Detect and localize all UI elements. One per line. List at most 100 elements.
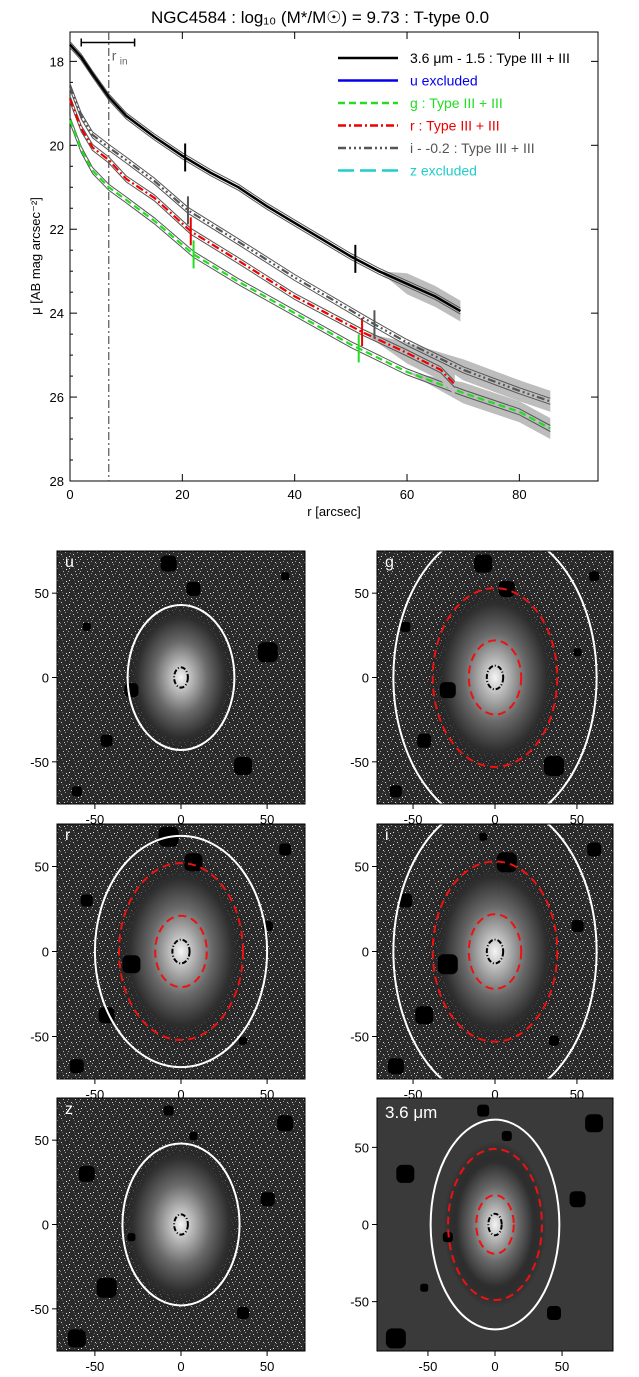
- image-panel-g: g -50 0 50 50 0 -50: [350, 550, 614, 827]
- image-panels: u -50 0 50 50 0 -50 g -50 0 50 50 0 -50 r -50 0 50 50 0 -50 i…: [30, 550, 614, 1374]
- panel-y-tick-label: 0: [362, 945, 369, 960]
- panel-y-tick-label: 0: [362, 671, 369, 686]
- star-mask: [573, 648, 582, 657]
- galaxy-glow: [443, 1141, 547, 1308]
- isophote-ellipse: [121, 1142, 241, 1307]
- legend-label: u excluded: [410, 73, 478, 89]
- star-mask: [544, 756, 564, 777]
- panel-image: [377, 1098, 613, 1351]
- panel-y-tick-label: -50: [30, 755, 49, 770]
- fit-line: [69, 47, 461, 315]
- panel-label: i: [385, 827, 389, 844]
- panel-image: [377, 824, 613, 1079]
- fit-line: [69, 89, 551, 405]
- star-mask: [385, 1328, 406, 1349]
- legend-label: i - -0.2 : Type III + III: [410, 140, 535, 156]
- star-mask: [587, 842, 602, 857]
- star-mask: [234, 757, 252, 776]
- panel-y-tick-label: 50: [35, 586, 49, 601]
- star-mask: [69, 1059, 84, 1074]
- isophote-ellipse: [171, 938, 191, 965]
- panel-image: [57, 551, 305, 804]
- x-axis-label: r [arcsec]: [307, 504, 360, 519]
- panel-x-tick-label: 50: [260, 1359, 274, 1374]
- fit-line: [69, 41, 461, 309]
- panel-y-tick-label: -50: [350, 1030, 369, 1045]
- panel-y-tick-label: -50: [30, 1030, 49, 1045]
- star-mask: [122, 955, 141, 974]
- y-tick-label: 18: [50, 54, 64, 69]
- panel-y-tick-label: 50: [355, 586, 369, 601]
- error-band: [70, 86, 551, 412]
- star-mask: [501, 1130, 512, 1141]
- panel-label: z: [65, 1101, 73, 1118]
- x-tick-label: 80: [512, 487, 526, 502]
- panel-image: [377, 551, 613, 804]
- fit-line: [69, 83, 551, 399]
- x-tick-label: 40: [287, 487, 301, 502]
- series-line: [68, 86, 551, 403]
- panel-image: [57, 824, 305, 1079]
- y-tick-label: 20: [50, 138, 64, 153]
- panel-y-tick-label: 50: [35, 860, 49, 875]
- panel-y-tick-label: 0: [362, 1218, 369, 1233]
- y-axis-label: μ [AB mag arcsec⁻²]: [28, 197, 43, 315]
- panel-y-tick-label: 0: [42, 945, 49, 960]
- star-mask: [78, 1165, 95, 1182]
- isophote-ellipse: [429, 1118, 561, 1331]
- panel-y-tick-label: -50: [30, 1302, 49, 1317]
- panel-x-tick-label: -50: [419, 1359, 438, 1374]
- legend-label: 3.6 μm - 1.5 : Type III + III: [410, 50, 570, 66]
- panel-y-tick-label: 0: [42, 671, 49, 686]
- star-mask: [415, 1006, 434, 1025]
- star-mask: [237, 1307, 249, 1320]
- star-mask: [387, 1058, 404, 1075]
- fit-line: [69, 95, 456, 382]
- star-mask: [417, 733, 432, 748]
- error-band: [70, 44, 461, 322]
- star-mask: [389, 785, 402, 798]
- panel-y-tick-label: 50: [35, 1133, 49, 1148]
- star-mask: [281, 572, 290, 581]
- galaxy-glow: [116, 1135, 246, 1314]
- isophote-ellipse: [475, 1194, 515, 1255]
- isophote-ellipse: [392, 551, 598, 804]
- star-mask: [585, 1114, 604, 1133]
- panel-y-tick-label: 50: [355, 860, 369, 875]
- galaxy-glow: [426, 579, 564, 776]
- isophote-ellipse: [431, 860, 559, 1043]
- star-mask: [279, 843, 292, 856]
- star-mask: [479, 832, 488, 841]
- x-tick-label: 20: [175, 487, 189, 502]
- image-panel-z: z -50 0 50 50 0 -50: [30, 1097, 306, 1374]
- star-mask: [257, 642, 278, 663]
- star-mask: [474, 554, 493, 573]
- error-band: [70, 120, 551, 439]
- rin-label: r: [112, 47, 117, 63]
- axis-ticks: 0 20 40 60 80 18 20 22 24 26 28 r in: [50, 32, 598, 502]
- star-mask: [571, 920, 584, 932]
- star-mask: [439, 682, 456, 699]
- star-mask: [260, 1192, 275, 1207]
- y-tick-label: 26: [50, 390, 64, 405]
- isophote-ellipse: [118, 862, 244, 1041]
- star-mask: [496, 852, 517, 873]
- star-mask: [398, 893, 413, 908]
- panel-x-tick-label: 0: [491, 1359, 498, 1374]
- isophote-ellipse: [485, 938, 505, 965]
- x-tick-label: 60: [400, 487, 414, 502]
- panel-y-tick-label: 0: [42, 1218, 49, 1233]
- galaxy-glow: [426, 852, 564, 1051]
- surface-brightness-profile: NGC4584 : log₁₀ (M*/M☉) = 9.73 : T-type …: [28, 8, 599, 519]
- star-mask: [127, 1233, 136, 1242]
- star-mask: [189, 1131, 198, 1140]
- isophote-ellipse: [485, 664, 505, 691]
- panel-image: [57, 1098, 305, 1351]
- isophote-ellipse: [447, 1147, 543, 1302]
- panel-label: u: [65, 554, 74, 571]
- isophote-ellipse: [467, 913, 523, 990]
- image-panel-u: u -50 0 50 50 0 -50: [30, 550, 306, 827]
- legend: 3.6 μm - 1.5 : Type III + III u excluded g…: [338, 50, 570, 179]
- panel-x-tick-label: 0: [177, 1087, 184, 1102]
